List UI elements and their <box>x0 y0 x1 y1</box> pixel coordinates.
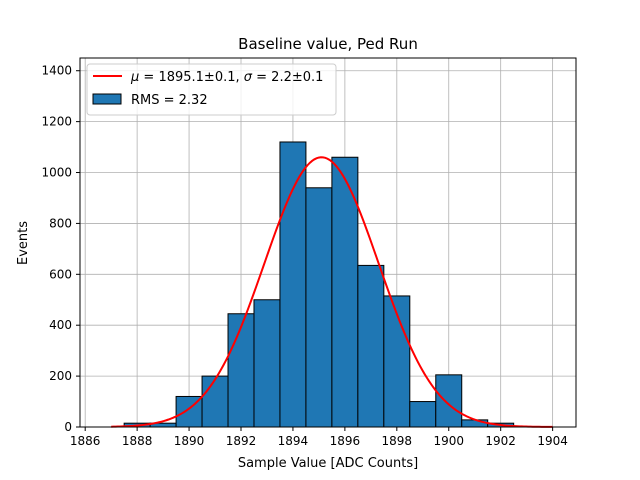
x-tick-label: 1898 <box>382 434 413 448</box>
gaussian-fit-curve <box>111 156 553 428</box>
legend-mu-symbol: μ <box>130 70 139 85</box>
y-tick-label: 400 <box>49 318 72 332</box>
histogram-bar <box>357 264 385 428</box>
y-axis-ticks: 0 200 400 600 800 1000 1200 1400 <box>41 64 80 434</box>
x-axis-ticks: 1886 1888 1890 1892 1894 1896 1898 1900 1902 1904 <box>70 427 568 448</box>
y-tick-label: 1200 <box>41 115 72 129</box>
histogram-bar <box>331 156 359 428</box>
histogram-bar <box>227 313 255 428</box>
plot-frame <box>79 57 577 428</box>
y-tick-label: 200 <box>49 369 72 383</box>
x-tick-label: 1902 <box>485 434 516 448</box>
y-tick-label: 600 <box>49 267 72 281</box>
legend: μ = 1895.1±0.1, σ = 2.2±0.1 RMS = 2.32 <box>86 63 337 116</box>
legend-sigma-value: = 2.2±0.1 <box>252 70 323 85</box>
x-tick-label: 1900 <box>433 434 464 448</box>
y-tick-label: 800 <box>49 216 72 230</box>
histogram-bar <box>305 187 333 428</box>
x-tick-label: 1894 <box>278 434 309 448</box>
histogram-bar <box>435 374 463 428</box>
y-axis-label: Events <box>16 221 31 265</box>
legend-box <box>86 63 337 116</box>
x-axis-label: Sample Value [ADC Counts] <box>238 456 418 471</box>
histogram-bar <box>461 419 489 428</box>
histogram-bar <box>279 141 307 428</box>
x-tick-label: 1886 <box>70 434 101 448</box>
histogram-bar <box>383 295 411 428</box>
legend-hist-swatch <box>92 93 122 105</box>
x-tick-label: 1888 <box>122 434 153 448</box>
histogram-bar <box>201 375 229 428</box>
x-tick-label: 1890 <box>174 434 205 448</box>
histogram-bar <box>253 299 281 428</box>
y-tick-label: 1000 <box>41 166 72 180</box>
x-tick-label: 1896 <box>330 434 361 448</box>
x-tick-label: 1904 <box>537 434 568 448</box>
legend-hist-label: RMS = 2.32 <box>131 93 208 108</box>
y-tick-label: 0 <box>64 420 72 434</box>
chart-title: Baseline value, Ped Run <box>238 35 418 53</box>
histogram-bar <box>409 401 437 428</box>
legend-sigma-symbol: σ <box>244 70 253 85</box>
y-tick-label: 1400 <box>41 64 72 78</box>
histogram-bars <box>123 141 515 428</box>
legend-fit-label: μ = 1895.1±0.1, σ = 2.2±0.1 <box>130 70 323 85</box>
x-tick-label: 1892 <box>226 434 257 448</box>
legend-mu-value: = 1895.1±0.1, <box>139 70 243 85</box>
